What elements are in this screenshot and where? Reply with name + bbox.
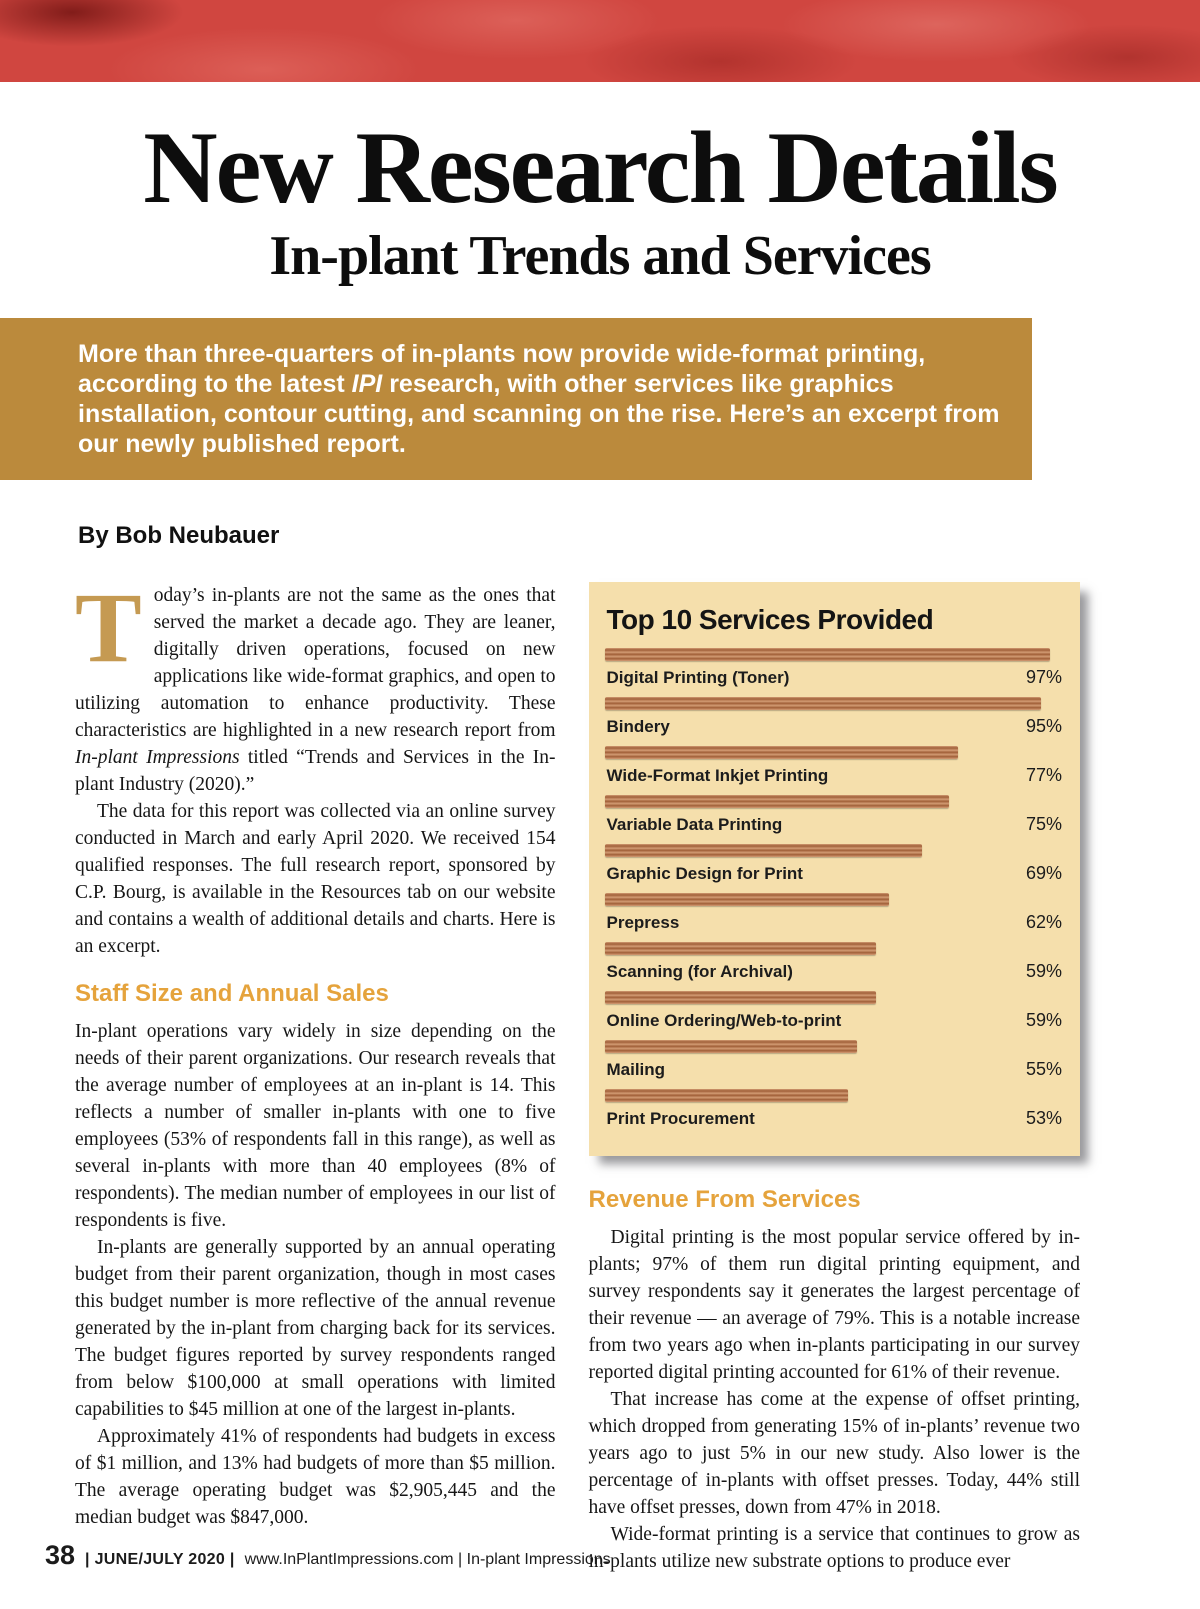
- chart-value-label: 59%: [1025, 960, 1062, 981]
- services-chart: Top 10 Services Provided Digital Printin…: [588, 581, 1080, 1156]
- chart-label-row: Online Ordering/Web-to-print 59%: [605, 1010, 1065, 1031]
- chart-bar: [604, 1088, 849, 1102]
- chart-value-label: 69%: [1025, 862, 1062, 883]
- chart-value-label: 55%: [1025, 1058, 1062, 1079]
- chart-row: Prepress 62%: [604, 892, 1065, 933]
- heading-revenue: Revenue From Services: [588, 1185, 861, 1213]
- red-texture-banner: [0, 0, 1200, 82]
- chart-label-row: Wide-Format Inkjet Printing 77%: [605, 765, 1065, 786]
- chart-label-row: Scanning (for Archival) 59%: [605, 961, 1065, 982]
- paragraph-revenue-3: Wide-format printing is a service that c…: [588, 1523, 1081, 1572]
- chart-bar: [604, 794, 950, 808]
- chart-bar: [604, 745, 959, 759]
- chart-category-label: Mailing: [606, 1059, 666, 1079]
- chart-label-row: Prepress 62%: [605, 912, 1065, 933]
- intro-text-italic: IPI: [351, 369, 383, 398]
- chart-label-row: Mailing 55%: [605, 1059, 1065, 1080]
- footer-site: www.InPlantImpressions.com | In-plant Im…: [244, 1551, 611, 1568]
- title-block: New Research Details In-plant Trends and…: [0, 111, 1200, 288]
- chart-value-label: 59%: [1025, 1009, 1062, 1030]
- paragraph-revenue-1: Digital printing is the most popular ser…: [588, 1226, 1081, 1383]
- drop-cap: T: [75, 571, 142, 683]
- chart-row: Scanning (for Archival) 59%: [604, 941, 1065, 982]
- chart-label-row: Graphic Design for Print 69%: [605, 863, 1065, 884]
- chart-bar: [604, 990, 876, 1004]
- chart-value-label: 77%: [1025, 764, 1062, 785]
- p1-seg2: titled “Trends and Services in the In-pl…: [75, 746, 556, 795]
- chart-category-label: Variable Data Printing: [606, 814, 783, 834]
- chart-value-label: 53%: [1025, 1107, 1062, 1128]
- chart-label-row: Bindery 95%: [605, 716, 1065, 737]
- chart-label-row: Print Procurement 53%: [605, 1108, 1065, 1129]
- page-title: New Research Details: [143, 111, 1058, 225]
- chart-row: Print Procurement 53%: [604, 1088, 1065, 1129]
- paragraph-revenue-2: That increase has come at the expense of…: [588, 1388, 1081, 1518]
- chart-category-label: Print Procurement: [606, 1108, 755, 1128]
- page-subtitle: In-plant Trends and Services: [269, 225, 931, 288]
- chart-bar: [604, 1039, 858, 1053]
- heading-staff-size: Staff Size and Annual Sales: [75, 979, 389, 1007]
- chart-value-label: 95%: [1025, 715, 1062, 736]
- paragraph-staff-3: Approximately 41% of respondents had bud…: [75, 1425, 556, 1528]
- chart-category-label: Scanning (for Archival): [606, 961, 793, 981]
- chart-bar: [604, 941, 876, 955]
- chart-category-label: Online Ordering/Web-to-print: [606, 1010, 842, 1030]
- paragraph-staff-1: In-plant operations vary widely in size …: [75, 1020, 556, 1231]
- chart-value-label: 97%: [1025, 666, 1062, 687]
- chart-label-row: Variable Data Printing 75%: [605, 814, 1065, 835]
- chart-category-label: Wide-Format Inkjet Printing: [606, 765, 829, 785]
- p1-seg1: oday’s in-plants are not the same as the…: [75, 584, 556, 741]
- footer-issue: | JUNE/JULY 2020 |: [85, 1551, 235, 1568]
- chart-category-label: Bindery: [606, 716, 670, 736]
- intro-text-seg1: More than three-quarters of in-plants no…: [78, 339, 926, 398]
- chart-bar: [604, 892, 890, 906]
- paragraph-staff-2: In-plants are generally supported by an …: [75, 1236, 556, 1420]
- chart-category-label: Graphic Design for Print: [606, 863, 803, 883]
- paragraph-survey: The data for this report was collected v…: [75, 800, 556, 957]
- chart-value-label: 75%: [1025, 813, 1062, 834]
- chart-row: Variable Data Printing 75%: [604, 794, 1065, 835]
- services-chart-rows: Digital Printing (Toner) 97% Bindery 95% Wid…: [604, 647, 1065, 1129]
- p1-italic: In-plant Impressions: [75, 746, 240, 768]
- chart-row: Online Ordering/Web-to-print 59%: [604, 990, 1065, 1031]
- chart-bar: [604, 647, 1051, 661]
- intro-deck-box: More than three-quarters of in-plants no…: [0, 317, 1032, 480]
- chart-row: Mailing 55%: [604, 1039, 1065, 1080]
- chart-row: Bindery 95%: [604, 696, 1065, 737]
- page-number: 38: [45, 1540, 76, 1570]
- right-column: Top 10 Services Provided Digital Printin…: [588, 581, 1081, 1575]
- chart-row: Wide-Format Inkjet Printing 77%: [604, 745, 1065, 786]
- page-footer: 38 | JUNE/JULY 2020 | www.InPlantImpress…: [45, 1540, 611, 1571]
- byline: By Bob Neubauer: [78, 521, 280, 549]
- chart-bar: [604, 843, 922, 857]
- chart-bar: [604, 696, 1042, 710]
- chart-title: Top 10 Services Provided: [606, 603, 934, 635]
- chart-value-label: 62%: [1025, 911, 1062, 932]
- chart-label-row: Digital Printing (Toner) 97%: [605, 667, 1065, 688]
- intro-text-seg2: research, with other services like graph…: [78, 369, 1000, 458]
- chart-row: Digital Printing (Toner) 97%: [604, 647, 1065, 688]
- chart-category-label: Digital Printing (Toner): [606, 667, 790, 687]
- chart-category-label: Prepress: [606, 912, 680, 932]
- chart-row: Graphic Design for Print 69%: [604, 843, 1065, 884]
